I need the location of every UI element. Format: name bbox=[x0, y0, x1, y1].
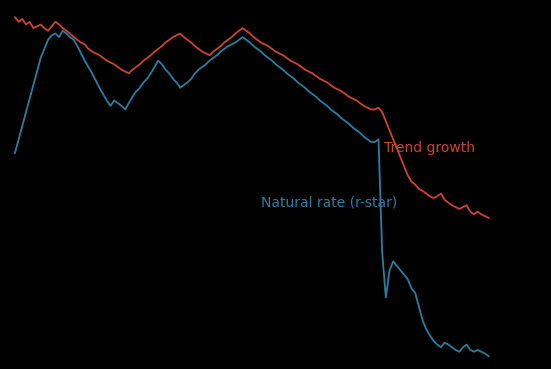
Text: Natural rate (r-star): Natural rate (r-star) bbox=[261, 196, 397, 210]
Text: Trend growth: Trend growth bbox=[385, 141, 476, 155]
